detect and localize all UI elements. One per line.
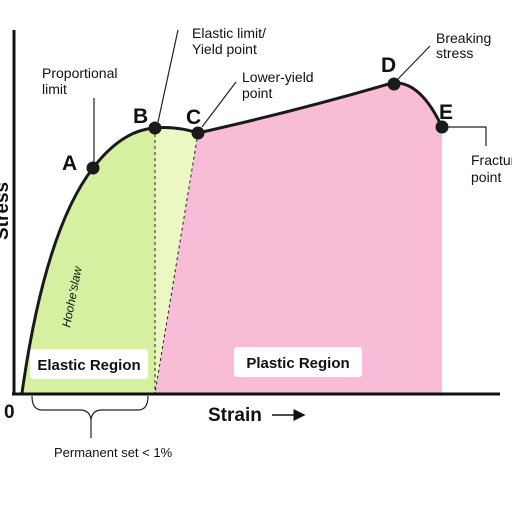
- plastic-region-label-box: [234, 347, 362, 377]
- point-d-marker: [387, 77, 401, 91]
- point-e-marker: [435, 120, 449, 134]
- origin-label: 0: [4, 402, 15, 423]
- point-b-label: B: [133, 105, 148, 128]
- plastic-region-fill: [155, 82, 442, 393]
- elastic-limit-line2: Yield point: [192, 41, 257, 57]
- lower-yield-line1: Lower-yield: [242, 69, 314, 85]
- permanent-set-label: Permanent set < 1%: [54, 445, 173, 460]
- y-axis-label: Stress: [0, 182, 13, 240]
- breaking-stress-line1: Breaking: [436, 30, 491, 46]
- yield-zone-fill: [155, 127, 198, 394]
- elastic-region-fill: [22, 128, 155, 393]
- elastic-region-label: Elastic Region: [37, 357, 140, 374]
- leader-lower-yield: [201, 81, 237, 128]
- fracture-point-line1: Fracture: [471, 152, 512, 168]
- x-axis-label: Strain: [208, 405, 262, 426]
- leader-elastic-limit: [157, 29, 179, 123]
- plastic-region-label: Plastic Region: [246, 355, 349, 372]
- fracture-point-line2: point: [471, 169, 501, 185]
- point-a-label: A: [62, 152, 77, 175]
- point-d-label: D: [381, 54, 396, 77]
- proportional-limit-line2: limit: [42, 81, 67, 97]
- lower-yield-line2: point: [242, 85, 272, 101]
- breaking-stress-line2: stress: [436, 45, 473, 61]
- point-a-marker: [86, 161, 100, 175]
- leader-fracture: [446, 126, 487, 146]
- permanent-set-bracket: [31, 395, 149, 421]
- point-b-marker: [148, 121, 162, 135]
- elastic-limit-line1: Elastic limit/: [192, 25, 266, 41]
- point-c-marker: [191, 126, 205, 140]
- elastic-region-label-box: [30, 349, 148, 379]
- proportional-limit-line1: Proportional: [42, 65, 118, 81]
- point-e-label: E: [439, 101, 453, 124]
- unloading-line-c: [154, 132, 199, 394]
- leader-breaking: [397, 45, 431, 80]
- point-c-label: C: [186, 106, 201, 129]
